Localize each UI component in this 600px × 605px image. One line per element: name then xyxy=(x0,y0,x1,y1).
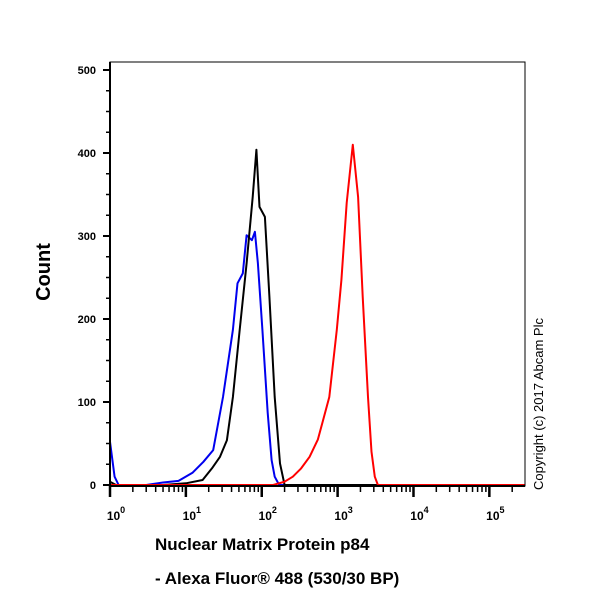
y-tick-label: 200 xyxy=(78,314,96,326)
x-axis-label-line1: Nuclear Matrix Protein p84 xyxy=(155,535,370,554)
x-tick-label: 100 xyxy=(107,505,125,523)
y-tick-label: 500 xyxy=(78,65,96,77)
series-line-1 xyxy=(109,148,525,486)
x-tick-labels: 100 101 102 103 104 105 xyxy=(107,505,505,523)
plot-frame xyxy=(109,61,526,487)
x-tick-label: 103 xyxy=(334,505,352,523)
x-tick-label: 104 xyxy=(410,505,428,523)
x-tick-label: 102 xyxy=(259,505,277,523)
y-axis-label: Count xyxy=(33,243,55,301)
y-tick-label: 300 xyxy=(78,231,96,243)
x-axis-label-line2: - Alexa Fluor® 488 (530/30 BP) xyxy=(155,569,399,588)
y-tick-label: 400 xyxy=(78,148,96,160)
axes xyxy=(103,62,525,497)
y-tick-labels: 0 100 200 300 400 500 xyxy=(78,65,96,492)
y-tick-label: 0 xyxy=(90,480,96,492)
series-line-2 xyxy=(110,143,525,486)
copyright-annotation: Copyright (c) 2017 Abcam Plc xyxy=(531,318,546,490)
series-curves xyxy=(109,143,525,486)
series-line-0 xyxy=(109,230,525,486)
y-tick-label: 100 xyxy=(78,397,96,409)
x-tick-label: 101 xyxy=(183,505,201,523)
x-tick-label: 105 xyxy=(486,505,504,523)
